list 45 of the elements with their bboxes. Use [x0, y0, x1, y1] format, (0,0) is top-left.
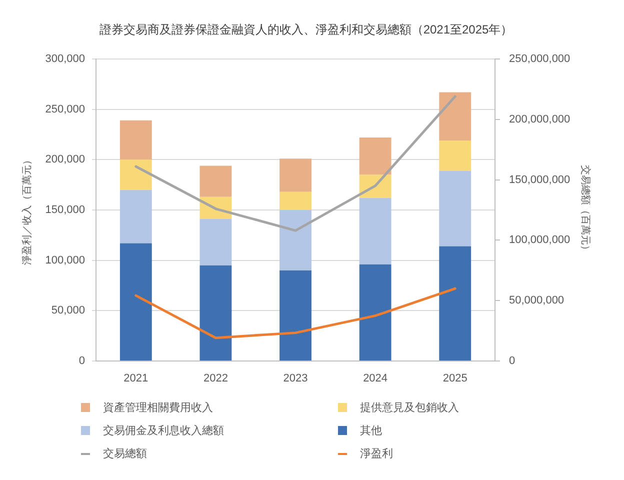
- x-tick-label: 2023: [283, 372, 308, 385]
- x-tick-label: 2022: [203, 372, 228, 385]
- y-tick-label: 250,000: [45, 103, 85, 116]
- bar: [120, 190, 152, 244]
- bar: [200, 166, 232, 197]
- bar: [280, 158, 312, 192]
- bar: [439, 246, 472, 360]
- x-tick-label: 2021: [124, 372, 148, 385]
- y-tick-label: 0: [78, 355, 85, 368]
- bar: [359, 264, 392, 360]
- y2-tick-label: 50,000,000: [509, 294, 564, 307]
- y2-tick-label: 0: [509, 355, 516, 368]
- y-tick-label: 100,000: [45, 254, 85, 266]
- bar: [280, 192, 312, 210]
- legend-label: 淨盈利: [360, 447, 393, 461]
- legend-label: 提供意見及包銷收入: [360, 401, 459, 415]
- y-axis-title: 淨盈利／收入（百萬元）: [20, 155, 33, 265]
- bar: [359, 198, 392, 264]
- bar: [280, 270, 312, 360]
- x-tick-label: 2024: [363, 372, 388, 385]
- y2-axis-title: 交易總額（百萬元）: [579, 165, 592, 255]
- y2-tick-label: 100,000,000: [509, 234, 570, 246]
- legend-label: 交易總額: [103, 446, 147, 461]
- legend-label: 其他: [360, 424, 382, 438]
- y-tick-label: 300,000: [45, 53, 85, 66]
- bar: [439, 170, 472, 246]
- y2-tick-label: 150,000,000: [509, 174, 570, 186]
- y-tick-label: 200,000: [45, 154, 85, 166]
- bar: [359, 138, 392, 175]
- y2-tick-label: 250,000,000: [509, 53, 570, 66]
- legend-label: 交易佣金及利息收入總額: [103, 424, 224, 438]
- legend-label: 資產管理相關費用收入: [103, 401, 213, 415]
- chart-title: 證券交易商及證券保證金融資人的收入、淨盈利和交易總額（2021至2025年）: [99, 22, 513, 37]
- bar: [439, 92, 472, 141]
- bar: [120, 120, 152, 160]
- bar: [280, 210, 312, 270]
- y2-tick-label: 200,000,000: [509, 113, 570, 126]
- y-tick-label: 150,000: [45, 204, 85, 216]
- bar: [439, 140, 472, 171]
- bar: [120, 160, 152, 190]
- bar: [200, 265, 232, 360]
- bar: [200, 219, 232, 266]
- y-tick-label: 50,000: [51, 304, 85, 317]
- x-tick-label: 2025: [442, 372, 468, 385]
- bar: [120, 243, 152, 360]
